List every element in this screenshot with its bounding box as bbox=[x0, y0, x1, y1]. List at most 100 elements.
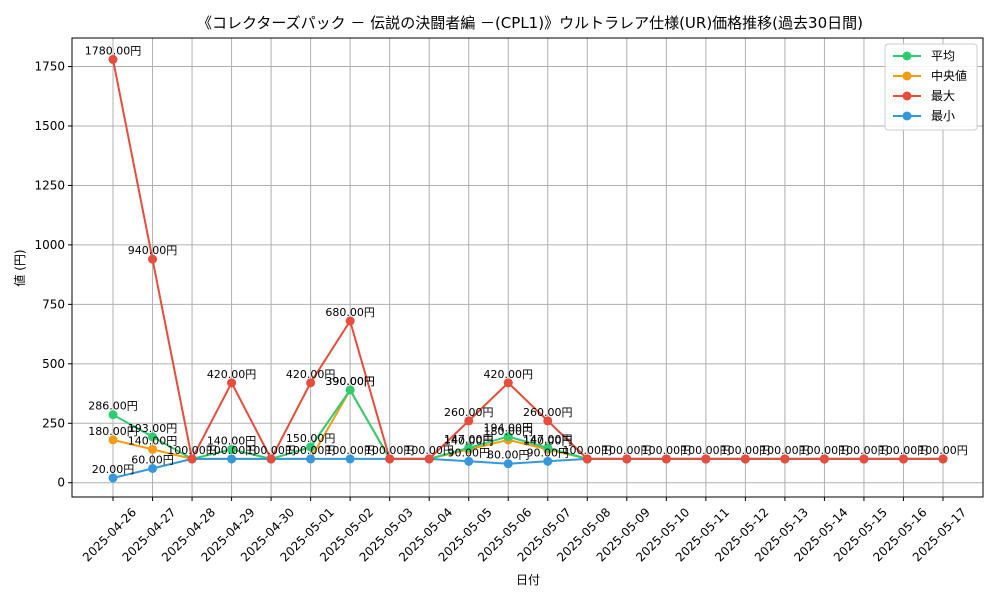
legend-label: 最小 bbox=[931, 109, 955, 123]
data-label: 80.00円 bbox=[487, 449, 530, 462]
data-point bbox=[780, 454, 790, 464]
series-line bbox=[112, 59, 943, 462]
data-label: 100.00円 bbox=[246, 444, 296, 457]
data-point bbox=[503, 459, 513, 469]
data-label: 90.00円 bbox=[527, 446, 570, 459]
legend-swatch-marker bbox=[902, 51, 912, 61]
data-label: 680.00円 bbox=[325, 306, 375, 319]
data-point bbox=[306, 442, 316, 452]
data-point bbox=[385, 454, 395, 464]
data-label: 940.00円 bbox=[128, 244, 178, 257]
data-label: 100.00円 bbox=[404, 444, 454, 457]
data-label: 140.00円 bbox=[444, 434, 494, 447]
data-label: 100.00円 bbox=[207, 444, 257, 457]
data-point bbox=[464, 443, 474, 453]
x-axis-label: 日付 bbox=[516, 573, 540, 587]
data-label: 420.00円 bbox=[207, 368, 257, 381]
data-label: 100.00円 bbox=[167, 444, 217, 457]
y-axis: 0 250 500 750 1000 1250 1500 1750 bbox=[34, 60, 72, 490]
data-label: 390.00円 bbox=[325, 375, 375, 388]
data-label: 140.00円 bbox=[128, 434, 178, 447]
legend-label: 中央値 bbox=[931, 68, 967, 83]
data-point bbox=[661, 454, 671, 464]
y-tick-label: 500 bbox=[42, 357, 65, 371]
series-2 bbox=[108, 54, 948, 464]
data-point bbox=[227, 454, 237, 464]
data-label: 140.00円 bbox=[207, 434, 257, 447]
data-point bbox=[148, 432, 158, 442]
data-label: 100.00円 bbox=[721, 444, 771, 457]
data-point bbox=[859, 454, 869, 464]
data-point bbox=[306, 378, 316, 388]
plot-frame bbox=[71, 37, 984, 498]
data-label: 150.00円 bbox=[286, 432, 336, 445]
data-point bbox=[108, 410, 118, 420]
data-point bbox=[464, 416, 474, 426]
data-label: 260.00円 bbox=[444, 406, 494, 419]
data-label: 194.00円 bbox=[483, 422, 533, 435]
data-label: 60.00円 bbox=[131, 453, 174, 466]
data-label: 390.00円 bbox=[325, 375, 375, 388]
data-point bbox=[543, 443, 553, 453]
y-tick-label: 750 bbox=[42, 297, 65, 311]
data-label: 420.00円 bbox=[286, 368, 336, 381]
data-label: 100.00円 bbox=[879, 444, 929, 457]
legend-swatch-marker bbox=[902, 111, 912, 121]
data-label: 20.00円 bbox=[92, 463, 135, 476]
data-point bbox=[464, 456, 474, 466]
data-point bbox=[148, 444, 158, 454]
legend-box bbox=[884, 43, 978, 131]
data-point bbox=[148, 463, 158, 473]
series-line bbox=[112, 457, 943, 479]
y-tick-label: 1000 bbox=[34, 238, 65, 252]
data-label: 100.00円 bbox=[918, 444, 968, 457]
data-label: 100.00円 bbox=[602, 444, 652, 457]
data-label: 100.00円 bbox=[563, 444, 613, 457]
data-label: 100.00円 bbox=[365, 444, 415, 457]
data-label: 193.00円 bbox=[128, 422, 178, 435]
data-point bbox=[543, 416, 553, 426]
series-layer bbox=[108, 54, 948, 483]
y-tick-label: 1500 bbox=[34, 119, 65, 133]
data-point bbox=[543, 456, 553, 466]
data-point bbox=[227, 444, 237, 454]
data-label: 100.00円 bbox=[839, 444, 889, 457]
legend-swatch-marker bbox=[902, 91, 912, 101]
y-tick-label: 1750 bbox=[34, 60, 65, 74]
data-point bbox=[582, 454, 592, 464]
data-label: 100.00円 bbox=[325, 444, 375, 457]
grid bbox=[72, 38, 983, 497]
legend-label: 最大 bbox=[931, 89, 955, 103]
data-label: 147.00円 bbox=[444, 433, 494, 446]
data-point bbox=[345, 454, 355, 464]
data-label: 100.00円 bbox=[760, 444, 810, 457]
data-label: 100.00円 bbox=[286, 444, 336, 457]
data-point bbox=[108, 435, 118, 445]
data-label: 420.00円 bbox=[483, 368, 533, 381]
x-axis: 2025-04-262025-04-272025-04-282025-04-29… bbox=[80, 497, 969, 564]
y-tick-label: 0 bbox=[57, 476, 65, 490]
y-tick-label: 1250 bbox=[34, 178, 65, 192]
data-label: 180.00円 bbox=[483, 425, 533, 438]
y-axis-label: 値 (円) bbox=[12, 249, 27, 286]
data-label: 100.00円 bbox=[681, 444, 731, 457]
data-label: 100.00円 bbox=[642, 444, 692, 457]
data-label: 100.00円 bbox=[800, 444, 850, 457]
data-point bbox=[108, 473, 118, 483]
data-point bbox=[424, 454, 434, 464]
data-point bbox=[306, 454, 316, 464]
data-label: 147.00円 bbox=[523, 433, 573, 446]
data-point bbox=[622, 454, 632, 464]
data-point bbox=[345, 316, 355, 326]
data-label: 1780.00円 bbox=[85, 44, 142, 57]
data-label: 180.00円 bbox=[88, 425, 138, 438]
data-point bbox=[701, 454, 711, 464]
data-label: 286.00円 bbox=[88, 400, 138, 413]
y-tick-label: 250 bbox=[42, 416, 65, 430]
data-point bbox=[898, 454, 908, 464]
data-label: 140.00円 bbox=[523, 434, 573, 447]
data-label: 260.00円 bbox=[523, 406, 573, 419]
